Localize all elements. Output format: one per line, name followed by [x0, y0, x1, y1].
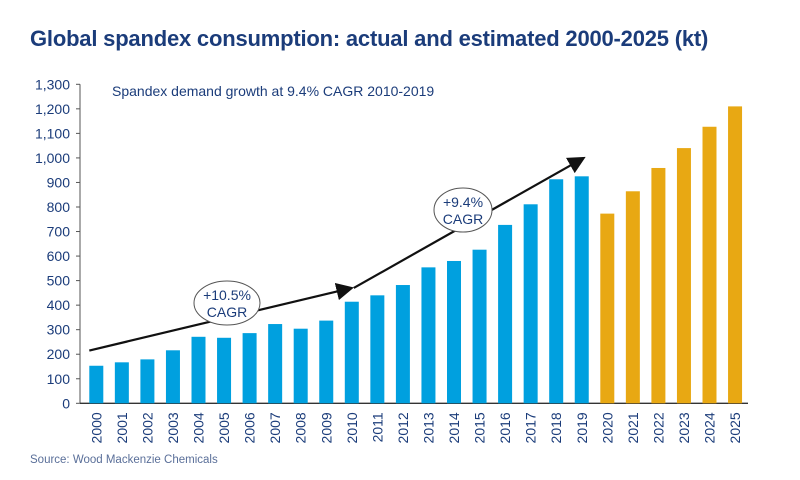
- y-tick-label: 300: [47, 322, 71, 338]
- y-tick-label: 800: [47, 199, 71, 215]
- y-tick-label: 100: [47, 371, 71, 387]
- x-tick-label: 2003: [165, 412, 181, 443]
- cagr-label: CAGR: [207, 304, 247, 320]
- bar-actual: [242, 333, 257, 404]
- source-note: Source: Wood Mackenzie Chemicals: [30, 454, 218, 466]
- bar-estimated: [625, 191, 640, 404]
- x-tick-label: 2002: [139, 412, 155, 443]
- x-tick-label: 2025: [727, 412, 743, 443]
- bar-actual: [421, 267, 436, 404]
- chart-subtitle: Spandex demand growth at 9.4% CAGR 2010-…: [112, 83, 434, 99]
- bar-estimated: [728, 106, 743, 404]
- bar-actual: [498, 224, 513, 404]
- y-tick-label: 1,200: [35, 101, 70, 117]
- x-tick-label: 2020: [599, 412, 615, 443]
- x-tick-label: 2018: [548, 412, 564, 443]
- bar-estimated: [676, 148, 691, 404]
- bar-actual: [268, 324, 283, 404]
- x-tick-label: 2004: [191, 412, 207, 443]
- x-tick-label: 2021: [625, 412, 641, 443]
- y-tick-label: 1,300: [35, 76, 70, 92]
- bar-estimated: [651, 167, 666, 404]
- x-tick-label: 2017: [523, 412, 539, 443]
- y-tick-label: 1,000: [35, 150, 70, 166]
- x-tick-label: 2001: [114, 412, 130, 443]
- bar-actual: [165, 350, 180, 404]
- bar-estimated: [600, 213, 615, 404]
- x-tick-label: 2016: [497, 412, 513, 443]
- y-tick-label: 500: [47, 273, 71, 289]
- bar-actual: [370, 295, 385, 404]
- y-tick-label: 900: [47, 174, 71, 190]
- x-tick-label: 2005: [216, 412, 232, 443]
- bar-actual: [114, 362, 129, 404]
- cagr-label: CAGR: [443, 211, 483, 227]
- cagr-bubble: [193, 280, 261, 326]
- x-tick-label: 2010: [344, 412, 360, 443]
- bar-actual: [395, 285, 410, 404]
- chart-title: Global spandex consumption: actual and e…: [30, 26, 709, 51]
- bar-actual: [523, 204, 538, 404]
- x-tick-label: 2012: [395, 412, 411, 443]
- bar-actual: [549, 179, 564, 404]
- bar-actual: [344, 301, 359, 404]
- cagr-bubble: [433, 187, 493, 233]
- bar-actual: [191, 336, 206, 404]
- y-tick-label: 600: [47, 248, 71, 264]
- x-tick-label: 2014: [446, 412, 462, 443]
- y-tick-label: 400: [47, 297, 71, 313]
- bar-actual: [293, 328, 308, 404]
- y-tick-label: 200: [47, 346, 71, 362]
- bar-actual: [140, 359, 155, 404]
- y-tick-label: 1,100: [35, 125, 70, 141]
- x-tick-label: 2000: [88, 412, 104, 443]
- x-tick-label: 2009: [318, 412, 334, 443]
- bar-actual: [89, 365, 104, 404]
- x-tick-label: 2006: [242, 412, 258, 443]
- cagr-label: +10.5%: [203, 287, 251, 303]
- y-tick-label: 700: [47, 224, 71, 240]
- x-tick-label: 2007: [267, 412, 283, 443]
- x-tick-label: 2015: [472, 412, 488, 443]
- bar-actual: [472, 249, 487, 404]
- x-tick-label: 2024: [702, 412, 718, 443]
- bar-estimated: [702, 126, 717, 404]
- x-tick-label: 2019: [574, 412, 590, 443]
- x-tick-label: 2011: [369, 412, 385, 442]
- cagr-label: +9.4%: [443, 194, 483, 210]
- x-tick-label: 2013: [420, 412, 436, 443]
- y-tick-label: 0: [62, 395, 70, 411]
- bar-actual: [217, 337, 232, 404]
- x-tick-label: 2008: [293, 412, 309, 443]
- bar-actual: [447, 260, 461, 404]
- x-tick-label: 2023: [676, 412, 692, 443]
- bar-actual: [574, 176, 589, 404]
- x-tick-label: 2022: [650, 412, 666, 443]
- bar-actual: [319, 320, 334, 404]
